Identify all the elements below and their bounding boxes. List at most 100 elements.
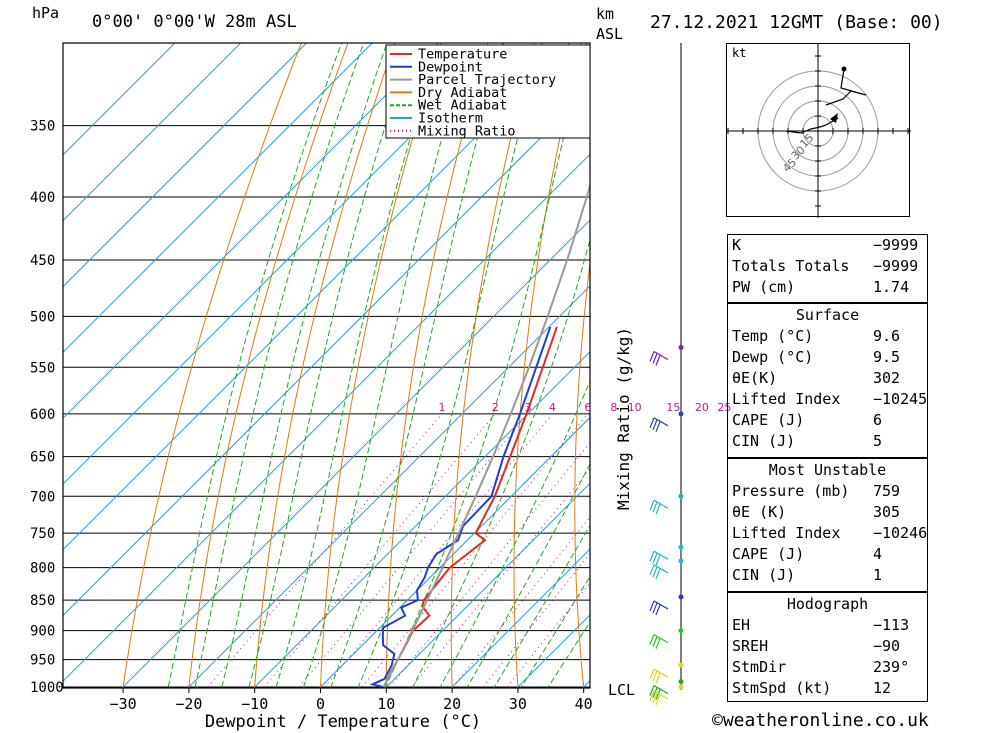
isotherm-line [63, 43, 241, 222]
wind-barb [649, 685, 669, 700]
dry-adiabat-line [319, 43, 442, 688]
surface-value: 9.6 [873, 327, 901, 345]
wind-barb [649, 550, 669, 566]
x-tick-label: 40 [575, 695, 593, 713]
pressure-tick-label: 1000 [30, 680, 64, 696]
dry-adiabat-line [188, 43, 349, 688]
wind-level-dot [678, 344, 684, 350]
hodograph-top-point [841, 66, 847, 72]
most-unstable-title: Most Unstable [768, 461, 887, 479]
surface-key: CAPE (J) [732, 411, 805, 429]
most-unstable-key: CIN (J) [732, 566, 796, 584]
hodograph-index-row: SREH −90 [728, 636, 927, 657]
most-unstable-key: CAPE (J) [732, 545, 805, 563]
pressure-tick-label: 550 [30, 360, 55, 376]
wet-adiabat-line [466, 462, 590, 688]
mixing-ratio-axis-label: Mixing Ratio (g/kg) [614, 326, 633, 510]
dry-adiabat-line [691, 43, 721, 713]
index-key: K [732, 236, 742, 254]
mixing-ratio-line [324, 413, 553, 688]
hodograph-index-value: 12 [873, 679, 892, 697]
most-unstable-value: 4 [873, 545, 883, 563]
surface-key: θE(K) [732, 369, 778, 387]
wind-level-dot [678, 662, 684, 668]
hodograph-index-key: StmDir [732, 658, 787, 676]
x-tick-label: −10 [241, 695, 268, 713]
mixing-ratio-label: 15 [666, 401, 680, 414]
most-unstable-table: Most Unstable Pressure (mb) 759 θE (K) 305 L… [727, 458, 928, 592]
isotherm-line [187, 285, 590, 688]
x-axis-title: Dewpoint / Temperature (°C) [205, 712, 481, 732]
pressure-tick-label: 750 [30, 526, 55, 542]
surface-value: −10245 [873, 390, 928, 408]
wind-barb [649, 350, 669, 366]
plot-frame [62, 42, 591, 689]
indices-table: K −9999 Totals Totals −9999 PW (cm) 1.74 [727, 234, 928, 303]
wet-adiabat-line [439, 379, 590, 688]
mixing-ratio-label: 3 [525, 401, 532, 414]
dry-adiabat-line [122, 43, 302, 688]
most-unstable-row: Lifted Index −10246 [728, 523, 927, 544]
wind-barb [649, 634, 669, 649]
surface-row: θE(K) 302 [728, 368, 927, 389]
most-unstable-value: 759 [873, 482, 901, 500]
wet-adiabat-line [248, 43, 413, 688]
isotherm-line [384, 482, 590, 688]
wet-adiabat-line [167, 43, 343, 688]
surface-row: CIN (J) 5 [728, 431, 927, 452]
surface-key: Temp (°C) [732, 327, 814, 345]
pressure-tick-label: 600 [30, 407, 55, 423]
dry-adiabat-line [952, 43, 1000, 713]
legend-label: Mixing Ratio [418, 123, 516, 139]
surface-key: Dewp (°C) [732, 348, 814, 366]
most-unstable-value: −10246 [873, 524, 928, 542]
most-unstable-value: 1 [873, 566, 883, 584]
hodograph-index-key: SREH [732, 637, 769, 655]
hodograph-index-value: 239° [873, 658, 910, 676]
wind-level-dot [678, 493, 684, 499]
isotherm-line [252, 350, 590, 688]
wind-barb [649, 668, 669, 684]
pressure-tick-label: 450 [30, 253, 55, 269]
surface-key: CIN (J) [732, 432, 796, 450]
wind-barb [649, 600, 669, 616]
wet-adiabat-line [411, 237, 590, 688]
x-tick-label: −20 [175, 695, 202, 713]
datetime-title: 27.12.2021 12GMT (Base: 00) [650, 12, 943, 33]
pressure-tick-label: 500 [30, 309, 55, 325]
hodograph-index-value: −113 [873, 616, 910, 634]
pressure-tick-label: 700 [30, 489, 55, 505]
dry-adiabat-line [254, 43, 396, 688]
lcl-label: LCL [608, 681, 635, 699]
isotherm-line [63, 43, 176, 156]
most-unstable-key: Pressure (mb) [732, 482, 850, 500]
legend-label: Isotherm [418, 111, 483, 127]
isotherm-line [318, 416, 590, 688]
hodograph-table: Hodograph EH −113 SREH −90 StmDir 239° StmSpd … [727, 592, 928, 702]
index-row: K −9999 [728, 235, 927, 256]
index-value: −9999 [873, 236, 919, 254]
surface-value: 9.5 [873, 348, 901, 366]
wet-adiabat-line [302, 43, 471, 688]
wind-barb [649, 499, 669, 515]
index-value: −9999 [873, 257, 919, 275]
x-tick-label: −30 [110, 695, 137, 713]
legend-label: Wet Adiabat [418, 98, 507, 114]
most-unstable-row: Pressure (mb) 759 [728, 481, 927, 502]
wet-adiabat-line [357, 43, 543, 688]
x-tick-label: 0 [316, 695, 325, 713]
isotherm-line [450, 548, 590, 688]
most-unstable-value: 305 [873, 503, 901, 521]
index-row: PW (cm) 1.74 [728, 277, 927, 298]
copyright-link[interactable]: ©weatheronline.co.uk [712, 710, 929, 731]
isotherm-line [63, 43, 505, 485]
wet-adiabat-line [384, 43, 588, 688]
hodograph-index-key: EH [732, 616, 751, 634]
index-row: Totals Totals −9999 [728, 256, 927, 277]
pressure-tick-label: 950 [30, 653, 55, 669]
surface-value: 5 [873, 432, 883, 450]
mixing-ratio-label: 10 [628, 401, 642, 414]
mixing-ratio-label: 6 [584, 401, 591, 414]
wind-barb [649, 417, 669, 433]
most-unstable-row: CIN (J) 1 [728, 565, 927, 586]
